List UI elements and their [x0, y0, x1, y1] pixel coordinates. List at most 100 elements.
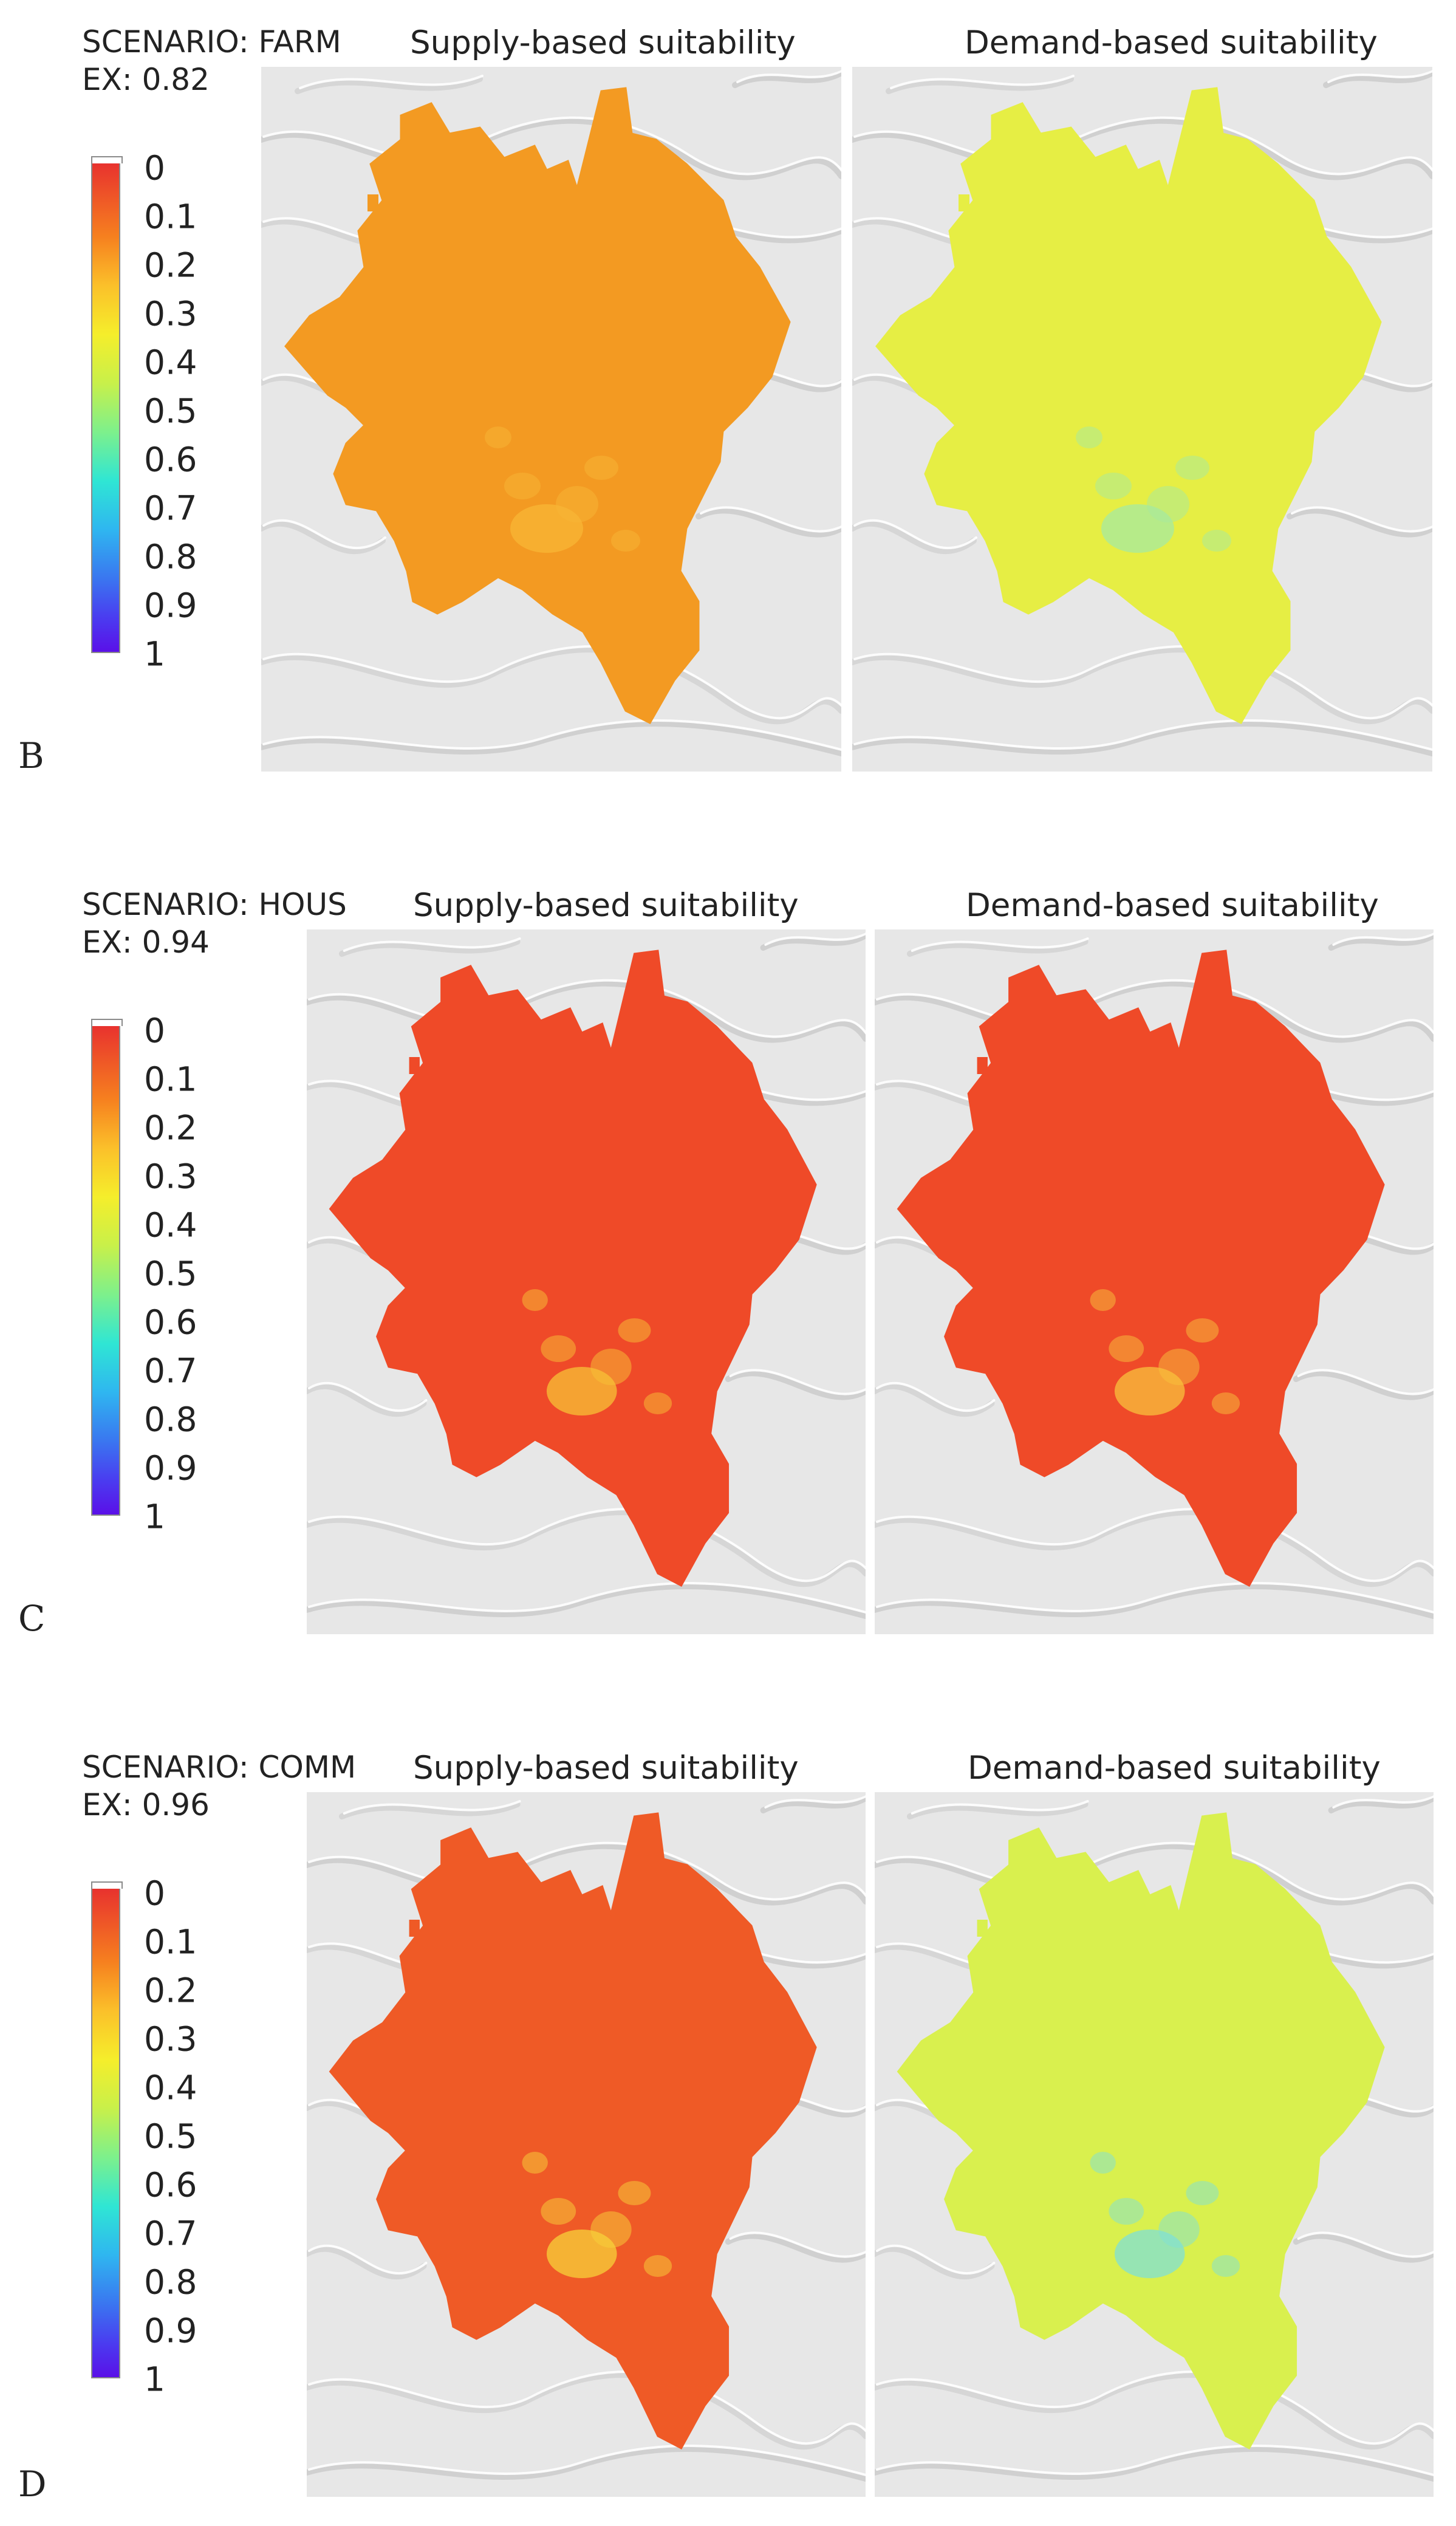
hillshade-ridge: [261, 646, 841, 725]
hillshade-ridge: [700, 506, 841, 533]
legend-tick-label: 0.1: [144, 1059, 197, 1099]
hillshade-ridge: [307, 1582, 866, 1614]
hillshade-ridge: [307, 1381, 428, 1412]
legend-tick-label: 0.8: [144, 537, 197, 577]
ex-value-label: EX: 0.96: [82, 1787, 210, 1823]
suitability-hotspot: [1090, 1289, 1116, 1311]
supply-suitability-map: [307, 929, 866, 1634]
hillshade-ridge: [307, 2446, 866, 2482]
suitability-hotspot: [590, 1349, 632, 1385]
hillshade-ridge: [875, 1583, 1434, 1619]
suitability-hotspot: [1186, 2181, 1219, 2205]
legend-tick-label: 0.7: [144, 1351, 197, 1391]
hillshade-ridge: [729, 2231, 866, 2258]
suitability-hotspot: [541, 1335, 576, 1362]
suitability-hotspot: [584, 456, 618, 480]
legend-tick-label: 1: [144, 1497, 165, 1536]
hillshade-ridge: [906, 939, 1089, 957]
legend-tick-label: 0.4: [144, 2068, 197, 2107]
hillshade-ridge: [307, 1843, 866, 1906]
hillshade-ridge: [875, 1843, 1434, 1906]
legend-tick-label: 0: [144, 1011, 165, 1050]
legend-tick-label: 0: [144, 1874, 165, 1913]
hillshade-ridge: [875, 2244, 996, 2275]
hillshade-ridge: [307, 1383, 427, 1417]
hillshade-ridge: [875, 2245, 995, 2280]
suitability-region: [284, 87, 791, 724]
legend-tick-label: 0.9: [144, 586, 197, 625]
hillshade-ridge: [853, 519, 977, 550]
hillshade-ridge: [875, 980, 1434, 1043]
demand-suitability-map: [852, 67, 1432, 772]
suitability-hotspot: [1175, 456, 1209, 480]
hillshade-ridge: [725, 2233, 866, 2263]
legend-tick-label: 0.1: [144, 1922, 197, 1962]
suitability-region: [875, 87, 1382, 724]
ex-value-label: EX: 0.94: [82, 925, 210, 960]
legend-tick-label: 0.9: [144, 1448, 197, 1488]
hillshade-ridge: [307, 979, 866, 1038]
suitability-hotspot: [1158, 1349, 1200, 1385]
hillshade-ridge: [760, 1795, 866, 1813]
hillshade-ridge: [1328, 933, 1434, 951]
legend-tick-label: 0.8: [144, 1400, 197, 1439]
panel-letter: B: [18, 735, 44, 776]
hillshade-ridge: [732, 70, 841, 88]
legend-tick-label: 0: [144, 148, 165, 188]
hillshade-ridge: [1332, 1795, 1434, 1809]
legend-tick-label: 0.7: [144, 488, 197, 528]
hillshade-ridge: [261, 117, 841, 180]
hillshade-ridge: [875, 2445, 1434, 2477]
legend-tick-label: 0.4: [144, 1205, 197, 1245]
hillshade-ridge: [875, 1381, 996, 1412]
scenario-panel-c: SCENARIO: HOUS EX: 0.94 0 0.1 0.2 0.3 0.4 0.5 0.…: [0, 863, 1456, 1701]
scenario-title: SCENARIO: FARM: [82, 24, 341, 60]
color-scale-bar: [91, 1019, 123, 1516]
suitability-hotspot: [556, 486, 598, 522]
hillshade-ridge: [911, 937, 1089, 952]
hillshade-ridge: [261, 720, 841, 756]
hillshade-ridge: [262, 519, 386, 550]
hillshade-ridge: [307, 1841, 866, 1901]
legend-tick-label: 0.3: [144, 1157, 197, 1196]
ex-value-label: EX: 0.82: [82, 62, 210, 97]
hillshade-ridge: [875, 979, 1434, 1038]
suitability-islet: [409, 1920, 420, 1937]
suitability-hotspot: [541, 2198, 576, 2225]
hillshade-ridge: [886, 76, 1074, 94]
color-scale-bar: [91, 1881, 123, 2378]
hillshade-ridge: [760, 933, 866, 951]
supply-map-title: Supply-based suitability: [410, 24, 796, 61]
scenario-title: SCENARIO: HOUS: [82, 887, 347, 922]
suitability-hotspot: [1076, 426, 1102, 448]
hillshade-ridge: [307, 2244, 428, 2275]
hillshade-ridge: [764, 932, 866, 946]
legend-tick-label: 1: [144, 2360, 165, 2399]
hillshade-ridge: [343, 937, 521, 952]
map-canvas: [307, 1792, 866, 2497]
hillshade-ridge: [1293, 1370, 1434, 1400]
legend-tick-label: 0.5: [144, 1254, 197, 1293]
suitability-hotspot: [1211, 2255, 1240, 2277]
suitability-hotspot: [1109, 1335, 1144, 1362]
legend-tick-label: 1: [144, 634, 165, 674]
color-scale-legend: 0 0.1 0.2 0.3 0.4 0.5 0.6 0.7 0.8 0.9 1: [85, 1011, 237, 1533]
legend-tick-label: 0.5: [144, 391, 197, 431]
hillshade-ridge: [852, 720, 1432, 756]
supply-suitability-map: [307, 1792, 866, 2497]
suitability-hotspot: [1211, 1392, 1240, 1414]
hillshade-ridge: [911, 1800, 1089, 1815]
suitability-hotspot: [1090, 2152, 1116, 2174]
suitability-region: [329, 1812, 817, 2449]
hillshade-ridge: [852, 646, 1432, 725]
hillshade-ridge: [307, 2445, 866, 2477]
hillshade-ridge: [853, 719, 1432, 751]
map-canvas: [875, 929, 1434, 1634]
suitability-islet: [367, 194, 378, 211]
legend-tick-label: 0.6: [144, 2165, 197, 2205]
suitability-hotspot: [1095, 473, 1132, 499]
hillshade-ridge: [875, 1383, 995, 1417]
hillshade-ridge: [906, 1801, 1089, 1819]
hillshade-ridge: [1293, 2233, 1434, 2263]
